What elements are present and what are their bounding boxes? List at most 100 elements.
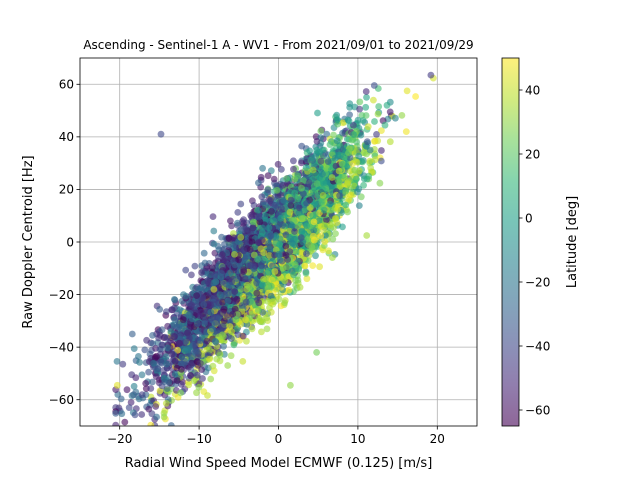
scatter-point	[370, 82, 378, 89]
scatter-point	[161, 378, 169, 386]
scatter-point	[220, 257, 227, 265]
scatter-point	[278, 204, 285, 212]
scatter-point	[270, 217, 278, 225]
scatter-point	[357, 193, 365, 201]
scatter-point	[330, 131, 337, 139]
scatter-point	[188, 301, 195, 309]
scatter-point	[342, 188, 350, 195]
scatter-point	[153, 352, 160, 360]
scatter-point	[283, 175, 290, 183]
scatter-point	[363, 232, 371, 239]
scatter-point	[276, 241, 283, 248]
scatter-point	[112, 421, 120, 426]
scatter-point	[302, 164, 310, 171]
scatter-point	[193, 348, 201, 355]
scatter-point	[132, 374, 140, 382]
scatter-point	[138, 391, 146, 399]
scatter-point	[234, 331, 242, 338]
scatter-point	[329, 235, 337, 243]
scatter-point	[317, 127, 325, 135]
scatter-point	[234, 209, 242, 216]
scatter-point	[160, 366, 168, 374]
scatter-point	[402, 128, 410, 136]
scatter-point	[210, 227, 218, 235]
scatter-point	[242, 298, 250, 306]
scatter-point	[154, 365, 162, 373]
scatter-point	[370, 96, 377, 104]
scatter-point	[152, 403, 160, 410]
scatter-point	[181, 357, 188, 365]
scatter-point	[265, 240, 272, 247]
scatter-point	[239, 332, 247, 340]
scatter-point	[240, 268, 248, 275]
scatter-point	[211, 337, 219, 345]
scatter-point	[313, 138, 321, 145]
scatter-point	[198, 269, 206, 276]
scatter-point	[375, 103, 383, 110]
scatter-point	[267, 167, 275, 175]
scatter-point	[283, 263, 291, 271]
scatter-point	[259, 164, 266, 172]
scatter-point	[309, 262, 317, 269]
scatter-point	[193, 389, 200, 397]
scatter-point	[317, 232, 325, 240]
scatter-point	[296, 283, 304, 291]
scatter-point	[215, 253, 222, 261]
scatter-point	[320, 179, 327, 187]
scatter-point	[153, 413, 161, 421]
scatter-point	[268, 276, 276, 284]
scatter-point	[196, 312, 204, 320]
scatter-point	[381, 121, 389, 129]
scatter-point	[226, 241, 233, 249]
scatter-point	[193, 371, 201, 379]
scatter-point	[281, 299, 288, 307]
scatter-point	[203, 337, 211, 345]
scatter-point	[333, 137, 341, 145]
scatter-point	[261, 212, 269, 220]
scatter-point	[171, 304, 178, 312]
scatter-point	[273, 186, 281, 194]
scatter-point	[333, 206, 341, 214]
scatter-point	[363, 138, 371, 146]
scatter-point	[360, 181, 367, 189]
scatter-point	[167, 422, 175, 426]
scatter-point	[204, 392, 211, 399]
scatter-point	[374, 110, 382, 118]
scatter-point	[342, 201, 350, 209]
scatter-point	[334, 176, 342, 184]
scatter-point	[294, 172, 302, 180]
scatter-point	[194, 320, 201, 327]
scatter-point	[241, 275, 249, 283]
scatter-point	[316, 263, 323, 271]
scatter-point	[259, 224, 266, 232]
scatter-point	[274, 160, 282, 168]
scatter-point	[237, 233, 245, 241]
scatter-point	[213, 313, 221, 321]
scatter-point	[287, 221, 295, 229]
scatter-point	[356, 98, 364, 106]
scatter-point	[224, 290, 232, 297]
scatter-point	[326, 221, 334, 229]
scatter-point	[186, 334, 193, 342]
scatter-point	[345, 196, 353, 203]
scatter-point	[254, 306, 262, 314]
scatter-point	[171, 316, 179, 323]
scatter-point	[163, 385, 171, 392]
scatter-point	[164, 322, 172, 330]
scatter-point	[207, 308, 215, 316]
scatter-point	[135, 353, 142, 360]
scatter-point	[149, 378, 156, 386]
scatter-point	[220, 305, 228, 313]
scatter-point	[316, 148, 324, 156]
scatter-point	[281, 277, 289, 285]
scatter-point	[291, 189, 299, 197]
scatter-point	[310, 187, 317, 195]
scatter-point	[201, 259, 209, 267]
scatter-point	[117, 395, 125, 403]
scatter-point	[224, 362, 232, 369]
scatter-point	[231, 251, 238, 258]
scatter-point	[308, 244, 316, 251]
scatter-point	[270, 175, 278, 183]
scatter-point	[207, 375, 215, 383]
scatter-point	[118, 410, 126, 418]
